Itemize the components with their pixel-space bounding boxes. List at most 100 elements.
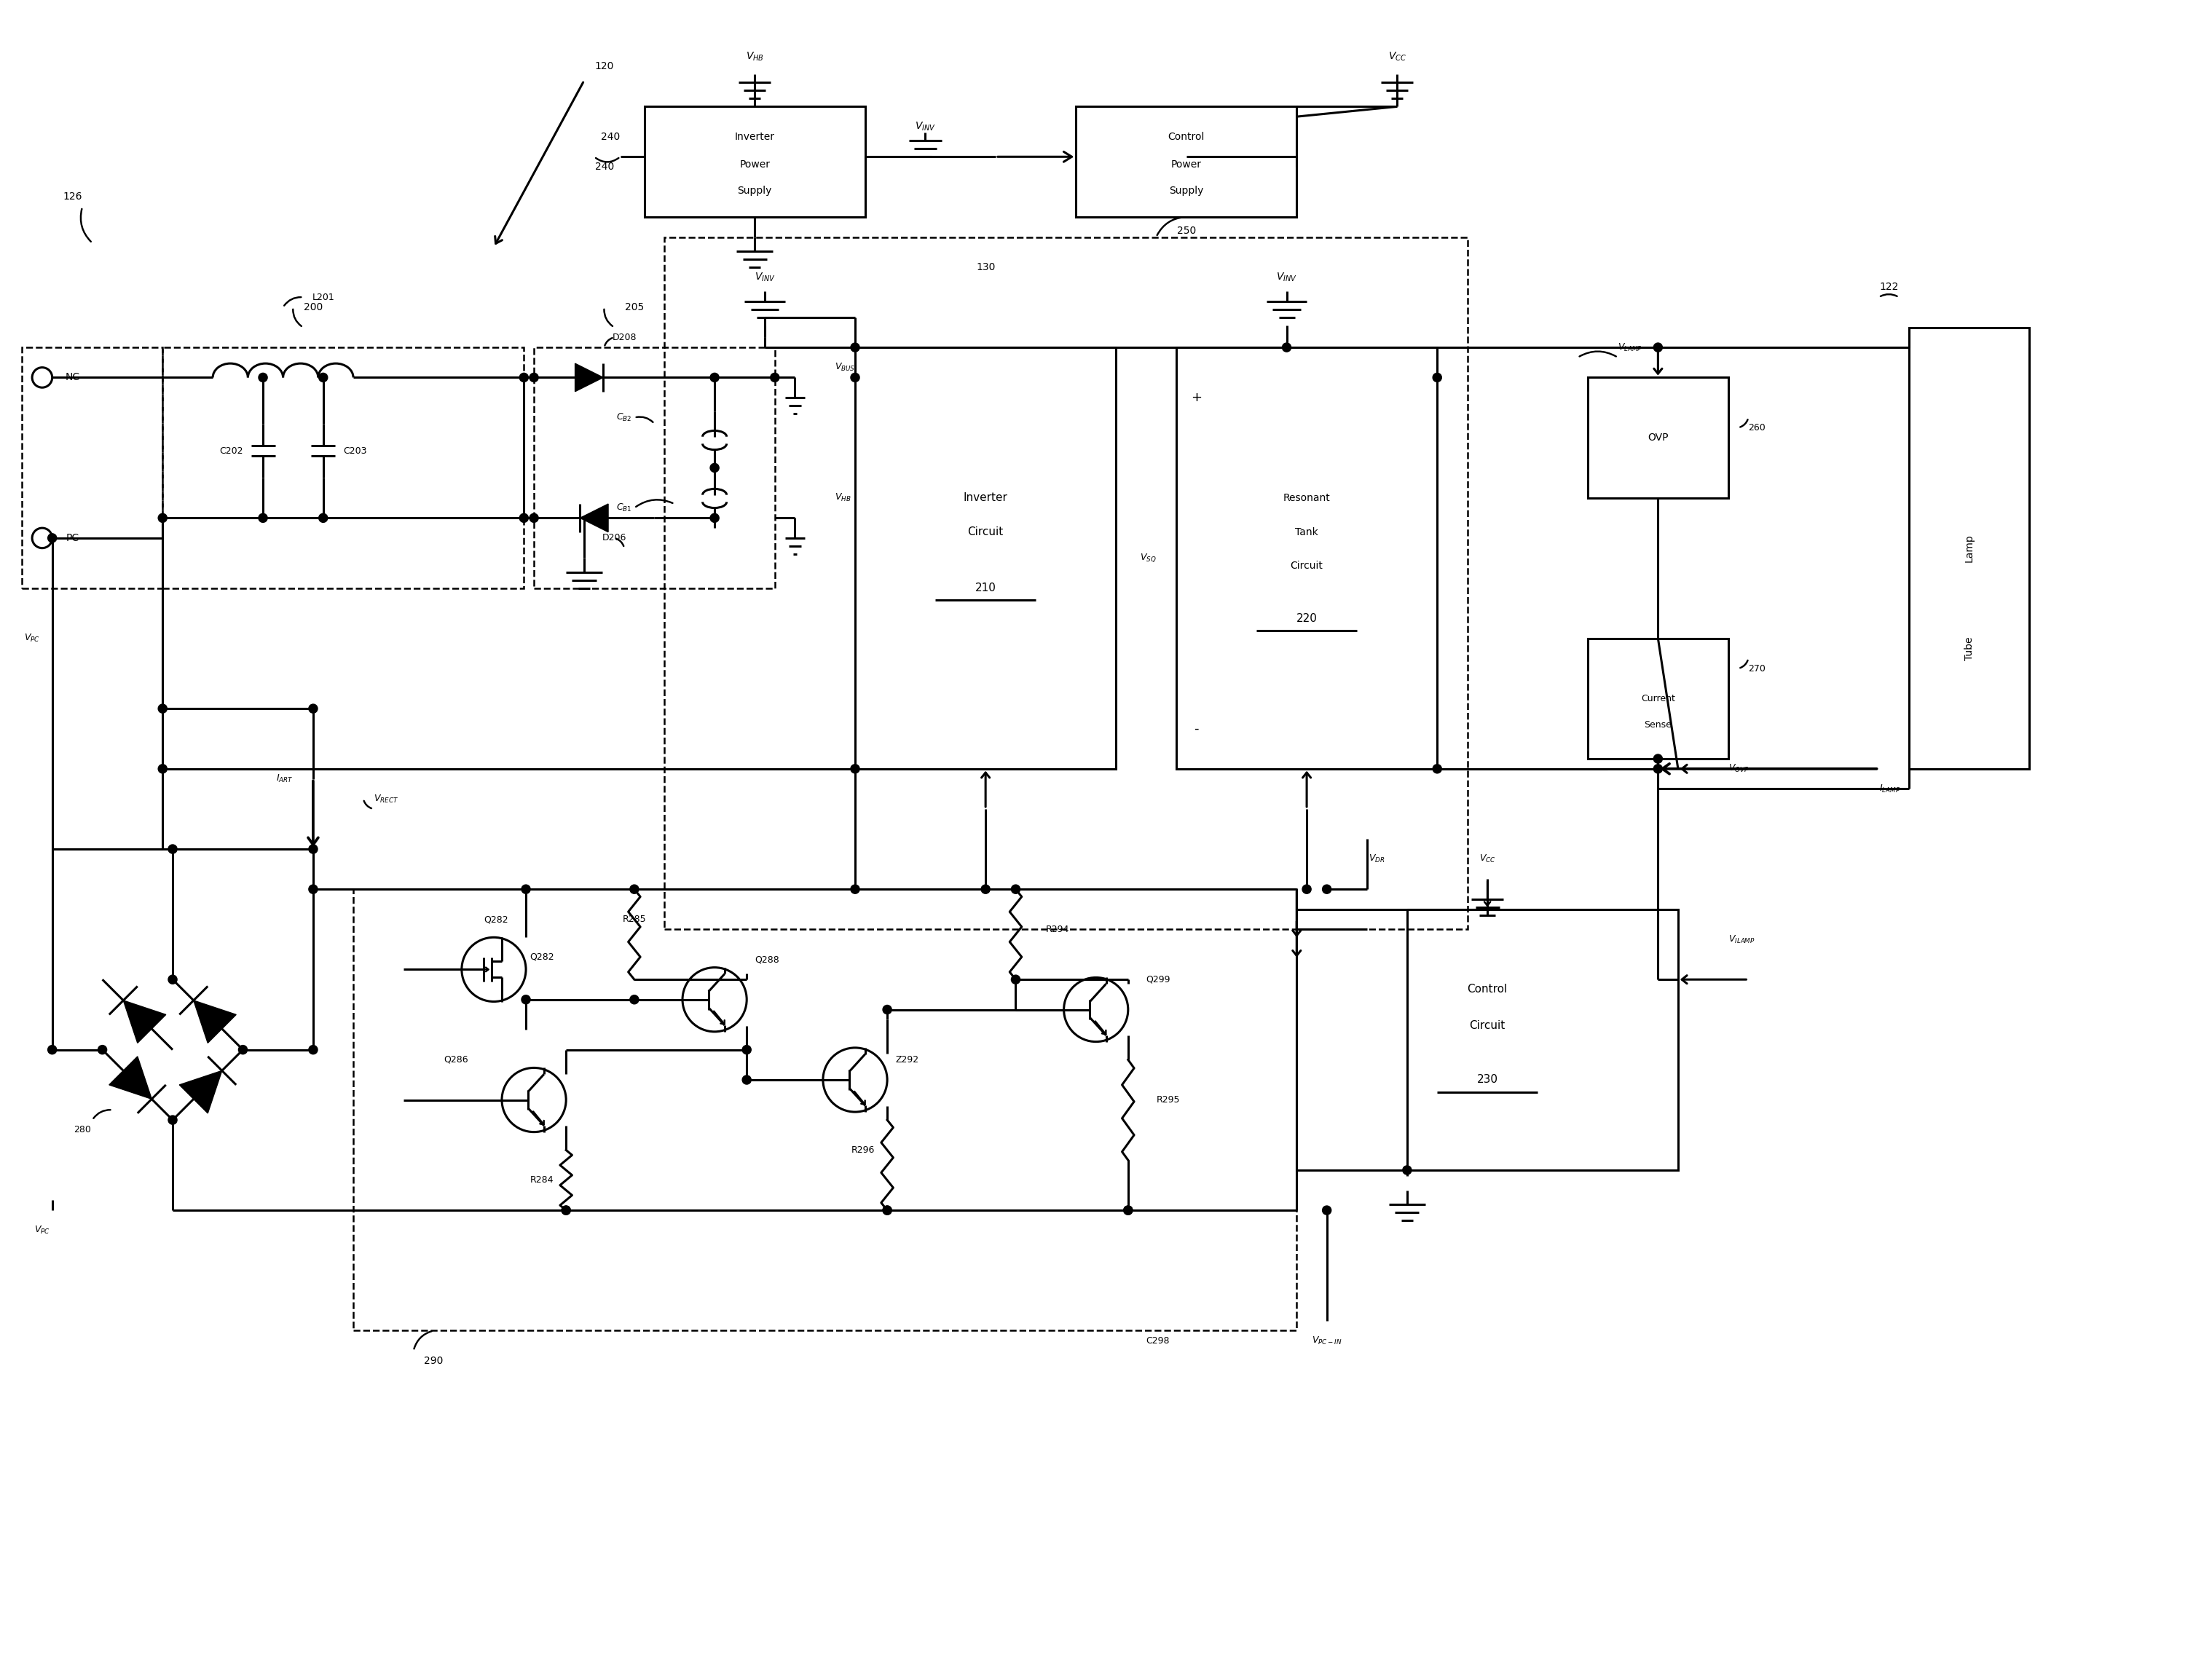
Bar <box>1588 378 1728 497</box>
Circle shape <box>1655 764 1663 773</box>
Text: -: - <box>1194 723 1199 734</box>
Circle shape <box>852 885 860 894</box>
Circle shape <box>710 514 719 522</box>
Text: Circuit: Circuit <box>1290 560 1323 572</box>
Circle shape <box>310 705 319 713</box>
Polygon shape <box>124 1000 166 1043</box>
Circle shape <box>852 764 860 773</box>
Text: $C_{B1}$: $C_{B1}$ <box>617 502 633 514</box>
Text: 220: 220 <box>1296 613 1316 623</box>
Text: Q299: Q299 <box>1146 975 1170 985</box>
Circle shape <box>1433 373 1442 381</box>
Text: $V_{LAMP}$: $V_{LAMP}$ <box>1617 342 1644 353</box>
Text: 280: 280 <box>73 1126 91 1134</box>
Text: $I_{LAMP}$: $I_{LAMP}$ <box>1878 783 1900 794</box>
Circle shape <box>319 373 327 381</box>
Text: $V_{PC-IN}$: $V_{PC-IN}$ <box>1312 1335 1343 1346</box>
Circle shape <box>1011 885 1020 894</box>
Text: $V_{CC}$: $V_{CC}$ <box>1387 50 1407 63</box>
Text: $V_{ILAMP}$: $V_{ILAMP}$ <box>1728 933 1754 945</box>
Circle shape <box>1323 1205 1332 1215</box>
Text: Supply: Supply <box>1168 186 1203 196</box>
Text: +: + <box>1190 391 1201 405</box>
Bar <box>164 348 524 589</box>
Text: PC: PC <box>66 532 80 544</box>
Text: Lamp: Lamp <box>1964 534 1973 562</box>
Text: L201: L201 <box>312 292 334 302</box>
Text: 290: 290 <box>422 1356 442 1366</box>
Circle shape <box>239 1045 248 1054</box>
Text: Control: Control <box>1467 985 1509 995</box>
Circle shape <box>159 764 168 773</box>
Circle shape <box>259 514 268 522</box>
Text: Power: Power <box>1170 159 1201 169</box>
Text: 240: 240 <box>595 162 615 172</box>
Text: Circuit: Circuit <box>967 527 1004 537</box>
Text: $V_{CC}$: $V_{CC}$ <box>1480 854 1495 864</box>
Circle shape <box>529 514 538 522</box>
Circle shape <box>982 885 991 894</box>
Circle shape <box>159 705 168 713</box>
Text: R285: R285 <box>622 915 646 924</box>
Text: Q282: Q282 <box>484 915 509 924</box>
Text: Sense: Sense <box>1644 720 1672 730</box>
Text: $V_{PC}$: $V_{PC}$ <box>33 1225 51 1235</box>
Circle shape <box>168 844 177 854</box>
Circle shape <box>852 373 860 381</box>
Text: Control: Control <box>1168 131 1206 143</box>
Text: C202: C202 <box>219 446 243 456</box>
Circle shape <box>1402 1166 1411 1174</box>
Text: $V_{INV}$: $V_{INV}$ <box>754 272 774 284</box>
Text: 126: 126 <box>62 192 82 202</box>
Circle shape <box>710 463 719 473</box>
Text: $V_{DR}$: $V_{DR}$ <box>1369 854 1385 864</box>
Polygon shape <box>580 504 608 532</box>
Text: $V_{RECT}$: $V_{RECT}$ <box>374 794 398 804</box>
Circle shape <box>1433 764 1442 773</box>
Circle shape <box>883 1205 891 1215</box>
Circle shape <box>49 534 58 542</box>
Text: $C_{B2}$: $C_{B2}$ <box>617 413 633 423</box>
Text: Inverter: Inverter <box>964 492 1009 504</box>
Bar <box>1177 348 1438 769</box>
Circle shape <box>883 1005 891 1015</box>
Circle shape <box>520 514 529 522</box>
Circle shape <box>1303 885 1312 894</box>
Text: $V_{HB}$: $V_{HB}$ <box>745 50 763 63</box>
Text: Circuit: Circuit <box>1469 1020 1506 1031</box>
Text: Z292: Z292 <box>896 1054 918 1064</box>
Circle shape <box>1283 343 1292 351</box>
Bar <box>856 348 1117 769</box>
Circle shape <box>710 373 719 381</box>
Circle shape <box>743 1076 752 1084</box>
Circle shape <box>259 373 268 381</box>
Bar <box>22 348 164 589</box>
Circle shape <box>522 995 531 1005</box>
Circle shape <box>630 995 639 1005</box>
Text: 205: 205 <box>624 302 644 312</box>
Text: 270: 270 <box>1747 663 1765 673</box>
Circle shape <box>1124 1205 1133 1215</box>
Text: OVP: OVP <box>1648 433 1668 443</box>
Text: 200: 200 <box>303 302 323 312</box>
Text: Tube: Tube <box>1964 637 1973 660</box>
Bar <box>1588 638 1728 759</box>
Text: R295: R295 <box>1157 1096 1179 1104</box>
Circle shape <box>97 1045 106 1054</box>
Circle shape <box>159 514 168 522</box>
Circle shape <box>1655 754 1663 763</box>
Text: 122: 122 <box>1880 282 1898 292</box>
Circle shape <box>852 343 860 351</box>
Text: 230: 230 <box>1478 1074 1498 1086</box>
Text: 260: 260 <box>1747 423 1765 433</box>
Text: NC: NC <box>64 373 80 383</box>
Circle shape <box>883 1205 891 1215</box>
Text: R296: R296 <box>852 1146 876 1156</box>
Text: D208: D208 <box>613 333 637 342</box>
Text: $I_{ART}$: $I_{ART}$ <box>276 773 292 784</box>
Text: Tank: Tank <box>1296 527 1318 537</box>
Circle shape <box>520 373 529 381</box>
Bar <box>354 889 1296 1331</box>
Text: 210: 210 <box>975 582 995 594</box>
Text: $V_{BUS}$: $V_{BUS}$ <box>834 361 856 373</box>
